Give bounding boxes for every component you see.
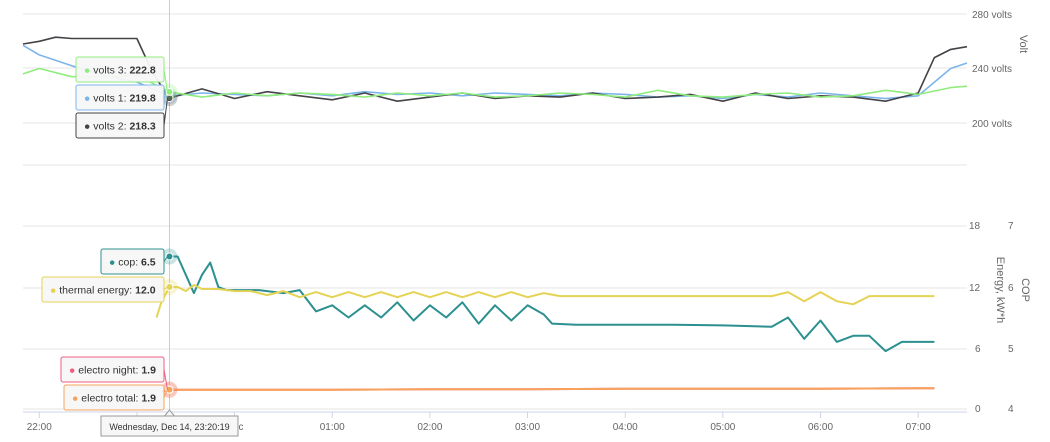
tooltip-label: electro night: (78, 365, 141, 377)
hover-point-thermal-energy (165, 283, 174, 291)
cop-y-tick-label: 7 (1008, 221, 1014, 232)
tooltip-cop: ● cop: 6.5 (100, 248, 168, 275)
tooltip-value: 12.0 (135, 285, 156, 297)
tooltip-connector (163, 95, 168, 98)
tooltip-value: 1.9 (141, 365, 156, 377)
x-tick-label: 07:00 (906, 422, 931, 433)
x-tick-label: 03:00 (515, 422, 540, 433)
tooltip-connector (163, 286, 168, 290)
hover-point-cop (165, 252, 174, 261)
tooltip-label: volts 1: (93, 93, 129, 105)
energy-y-tick-label: 0 (975, 404, 981, 415)
hover-point-electro-total (165, 385, 174, 394)
tooltip-bullet: ● (84, 121, 93, 133)
energy-y-tick-label: 12 (969, 283, 981, 294)
tooltip-text: ● volts 3: 222.8 (84, 65, 156, 77)
tooltip-volts-2: ● volts 2: 218.3 (75, 98, 168, 139)
volt-y-tick-label: 200 volts (972, 119, 1012, 130)
x-tick-label: 05:00 (710, 422, 735, 433)
x-tick-label: 01:00 (320, 422, 345, 433)
tooltip-connector (163, 256, 168, 262)
tooltip-connector (163, 98, 168, 126)
tooltip-label: thermal energy: (59, 285, 135, 297)
tooltip-value: 218.3 (129, 121, 155, 133)
tooltip-label: electro total: (81, 393, 141, 405)
tooltip-text: ● electro total: 1.9 (72, 393, 156, 405)
tooltip-bullet: ● (72, 393, 81, 405)
tooltip-bullet: ● (84, 93, 93, 105)
tooltip-bullet: ● (50, 285, 59, 297)
tooltip-layer: ● volts 3: 222.8● volts 1: 219.8● volts … (41, 56, 239, 437)
volt-y-tick-label: 240 volts (972, 64, 1012, 75)
tooltip-value: 219.8 (129, 93, 155, 105)
x-tick-label: 04:00 (613, 422, 638, 433)
tooltip-text: ● thermal energy: 12.0 (50, 285, 156, 297)
tooltip-label: cop: (118, 257, 141, 269)
x-tick-label: 22:00 (27, 422, 52, 433)
axes: 280 volts 240 volts 200 volts Volt 18 12 6 0 7 6 5… (23, 10, 1031, 433)
volt-axis-title: Volt (1017, 35, 1029, 53)
series-line-thermal-energy[interactable] (155, 284, 935, 318)
tooltip-label: volts 3: (93, 65, 129, 77)
tooltip-thermal-energy: ● thermal energy: 12.0 (41, 276, 168, 303)
crosshair-date-text: Wednesday, Dec 14, 23:20:19 (109, 422, 229, 432)
hover-point-volts-3 (165, 87, 174, 96)
energy-y-tick-label: 6 (975, 344, 981, 355)
x-tick-label: 02:00 (417, 422, 442, 433)
series-line-cop[interactable] (169, 255, 935, 353)
energy-y-tick-label: 18 (969, 221, 981, 232)
crosshair-layer (161, 0, 178, 412)
tooltip-bullet: ● (109, 257, 118, 269)
x-tick-label: 06:00 (808, 422, 833, 433)
cop-axis-title: COP (1019, 278, 1031, 302)
tooltip-text: ● electro night: 1.9 (69, 365, 156, 377)
volt-y-tick-label: 280 volts (972, 10, 1012, 21)
tooltip-volts-1: ● volts 1: 219.8 (75, 84, 168, 111)
cop-y-tick-label: 6 (1008, 283, 1014, 294)
tooltip-text: ● volts 1: 219.8 (84, 93, 156, 105)
tooltip-volts-3: ● volts 3: 222.8 (75, 56, 168, 93)
tooltip-label: volts 2: (93, 121, 129, 133)
tooltip-bullet: ● (84, 65, 93, 77)
crosshair-date-pointer (163, 409, 176, 417)
series-line-electro-total[interactable] (161, 387, 935, 393)
tooltip-connector (163, 369, 168, 390)
cop-y-tick-label: 5 (1008, 344, 1014, 355)
tooltip-text: ● cop: 6.5 (109, 257, 156, 269)
tooltip-connector (163, 69, 168, 93)
crosshair-date-label: Wednesday, Dec 14, 23:20:19 (100, 409, 239, 437)
tooltip-value: 1.9 (141, 393, 156, 405)
tooltip-electro-night: ● electro night: 1.9 (60, 356, 168, 390)
tooltip-bullet: ● (69, 365, 78, 377)
tooltip-value: 6.5 (141, 257, 156, 269)
tooltip-electro-total: ● electro total: 1.9 (63, 384, 168, 411)
tooltip-text: ● volts 2: 218.3 (84, 121, 156, 133)
energy-axis-title: Energy, kW*h (994, 257, 1006, 323)
tooltip-value: 222.8 (129, 65, 155, 77)
cop-y-tick-label: 4 (1008, 404, 1014, 415)
tooltip-connector (163, 389, 168, 398)
